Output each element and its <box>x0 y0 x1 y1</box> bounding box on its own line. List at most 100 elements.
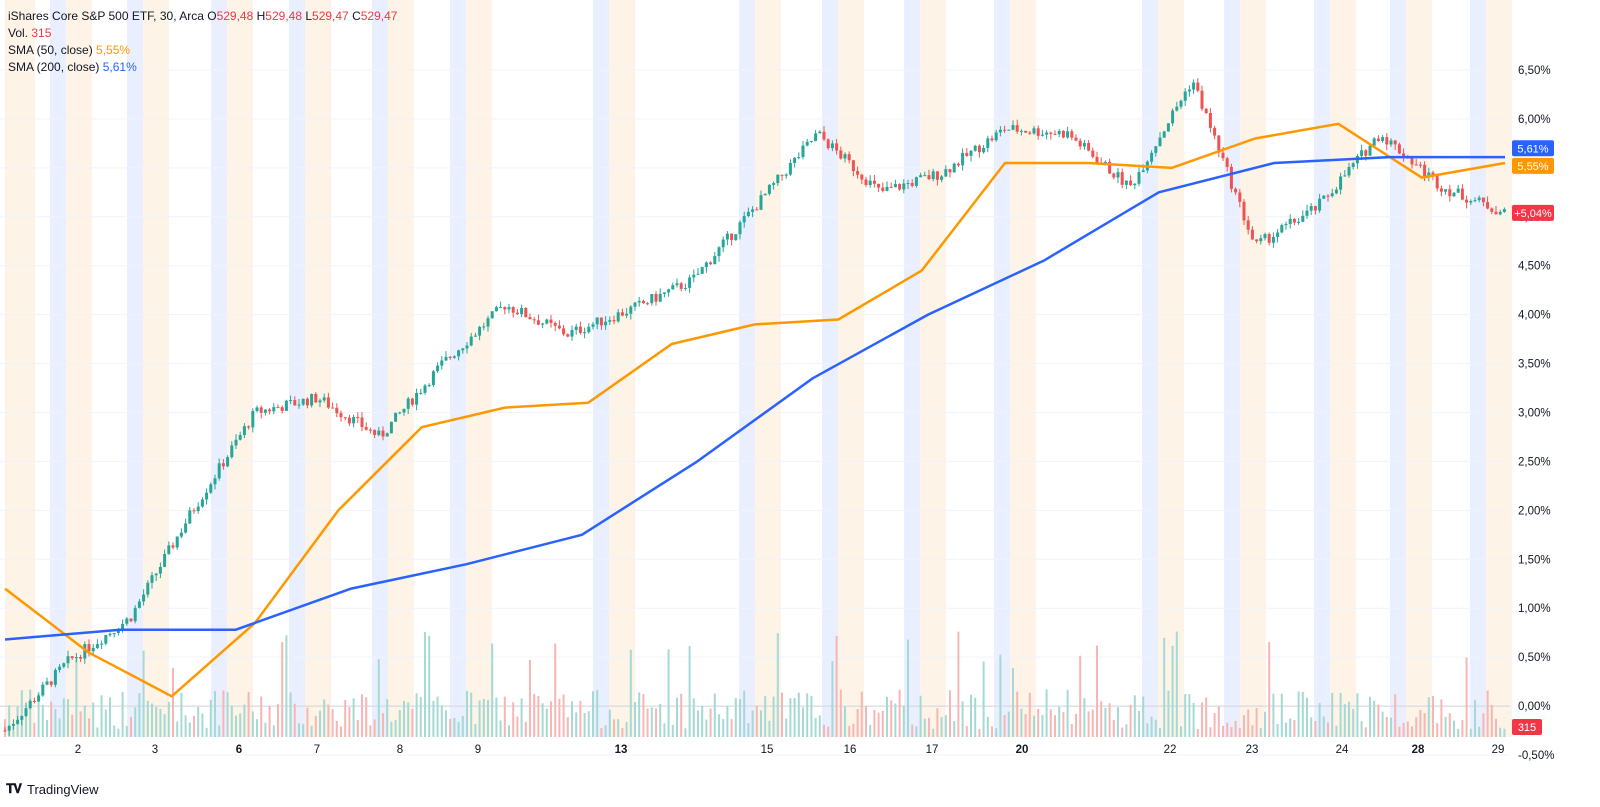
volume-bar <box>608 709 611 737</box>
candle-body <box>1225 158 1229 167</box>
volume-bar <box>860 691 863 737</box>
volume-bar <box>986 716 989 737</box>
volume-bar <box>768 720 771 737</box>
volume-bar <box>579 700 582 737</box>
candle-body <box>692 274 696 278</box>
volume-bar <box>797 692 800 737</box>
volume-bar <box>541 703 544 737</box>
volume-bar <box>1381 711 1384 737</box>
volume-bar <box>667 649 670 737</box>
volume-bar <box>1297 691 1300 737</box>
candle-body <box>242 426 246 436</box>
volume-bar <box>1007 711 1010 737</box>
legend-sma200-row[interactable]: SMA (200, close) 5,61% <box>8 59 397 76</box>
candle-body <box>163 553 167 567</box>
volume-bar <box>1352 708 1355 737</box>
y-tick-label: 0,00% <box>1518 701 1551 713</box>
candle-body <box>948 169 952 173</box>
candle-body <box>188 510 192 524</box>
candle-body <box>440 360 444 366</box>
candle-body <box>184 523 188 533</box>
candle-body <box>1120 172 1124 185</box>
candle-body <box>352 417 356 424</box>
volume-bar <box>818 715 821 737</box>
time-axis[interactable]: 2 3 6 7 8 9 13 15 16 17 20 22 23 24 28 29 <box>75 744 1505 756</box>
last-price-badge-bg <box>1512 204 1554 221</box>
volume-bar <box>67 699 69 737</box>
volume-bar <box>974 697 977 737</box>
volume-bar <box>1453 720 1455 737</box>
volume-bar <box>613 719 615 737</box>
volume-bar <box>554 643 557 737</box>
x-tick-label: 17 <box>926 744 939 756</box>
candle-body <box>746 211 750 217</box>
premarket-band <box>66 0 92 737</box>
premarket-band <box>838 0 864 737</box>
volume-bar <box>335 720 338 737</box>
candle-body <box>604 321 608 326</box>
candle-body <box>923 175 927 177</box>
premarket-band <box>1486 0 1512 737</box>
volume-bar <box>1054 715 1056 737</box>
candle-body <box>587 326 591 333</box>
candle-body <box>549 319 553 323</box>
volume-bar <box>1016 691 1019 737</box>
y-tick-label: 2,50% <box>1518 456 1551 468</box>
volume-bar <box>1138 710 1140 737</box>
candle-body <box>1234 188 1238 193</box>
candle-body <box>759 195 763 210</box>
volume-bar <box>386 699 389 737</box>
candle-body <box>1452 192 1456 197</box>
volume-bar <box>235 715 237 737</box>
volume-bar <box>449 718 452 737</box>
volume-bar <box>839 689 842 737</box>
candle-body <box>1297 221 1301 223</box>
candle-body <box>28 700 32 709</box>
candle-body <box>45 681 49 685</box>
legend-symbol-row[interactable]: iShares Core S&P 500 ETF, 30, Arca O529,… <box>8 8 397 25</box>
legend-volume-row[interactable]: Vol. 315 <box>8 25 397 42</box>
y-tick-label: 4,50% <box>1518 261 1551 273</box>
candle-body <box>1460 188 1464 200</box>
candle-body <box>1385 137 1389 145</box>
volume-bar <box>1096 645 1098 737</box>
candle-body <box>1246 220 1250 230</box>
candle-body <box>683 287 687 289</box>
afterhours-band <box>211 0 227 737</box>
volume-bar <box>499 720 502 737</box>
candle-body <box>1326 195 1330 197</box>
legend-sma50-row[interactable]: SMA (50, close) 5,55% <box>8 42 397 59</box>
volume-bar <box>529 659 531 737</box>
volume-bars <box>4 631 1506 737</box>
candle-body <box>671 285 675 290</box>
volume-bar <box>1201 702 1203 737</box>
volume-bar <box>1024 714 1027 737</box>
candle-body <box>461 348 465 351</box>
volume-bar <box>680 693 683 737</box>
volume-bar <box>1117 707 1119 737</box>
candle-body <box>650 294 654 304</box>
volume-bar <box>1339 692 1342 737</box>
candle-body <box>965 152 969 156</box>
volume-bar <box>978 728 981 737</box>
volume-bar <box>226 692 229 737</box>
candle-body <box>1183 91 1187 101</box>
volume-bar <box>881 710 884 737</box>
candle-body <box>1103 161 1107 164</box>
premarket-band <box>227 0 253 737</box>
tradingview-brand[interactable]: 𝐓𝐕 TradingView <box>6 781 99 797</box>
volume-bar <box>37 691 40 737</box>
volume-bar <box>760 710 762 737</box>
volume-bar <box>776 633 779 737</box>
afterhours-band <box>372 0 388 737</box>
volume-bar <box>390 721 393 737</box>
volume-bar <box>243 704 246 737</box>
volume-bar <box>130 716 132 737</box>
candle-body <box>818 131 822 134</box>
volume-bar <box>823 724 825 737</box>
volume-bar <box>831 660 834 737</box>
volume-bar <box>1293 720 1296 737</box>
volume-badge: 315 <box>1518 722 1536 734</box>
candle-body <box>1271 236 1275 243</box>
